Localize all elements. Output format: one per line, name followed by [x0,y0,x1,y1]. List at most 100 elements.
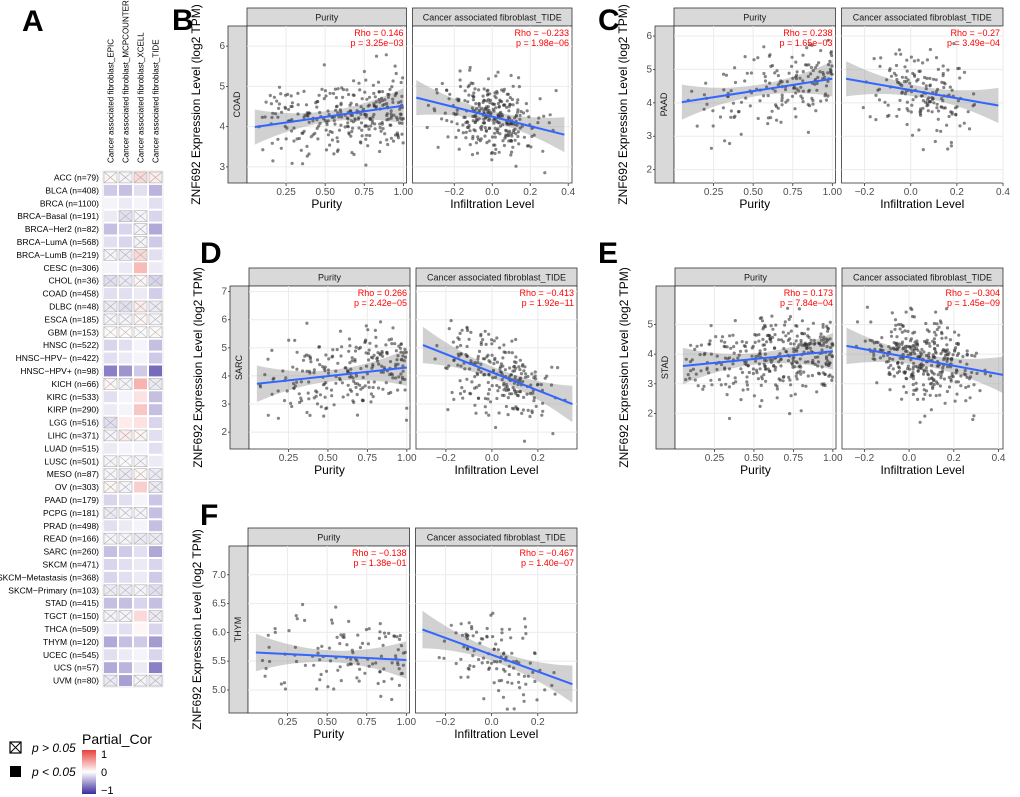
nonsignificant-cross [133,584,148,596]
data-point [339,679,343,683]
nonsignificant-cross [148,274,163,287]
data-point [473,403,477,407]
data-point [283,124,287,128]
data-point [935,128,939,133]
data-point [770,314,774,318]
data-point [776,74,781,78]
data-point [468,367,472,371]
data-point [904,310,908,314]
nonsignificant-cross [133,210,148,222]
x-axis-title: Purity [311,197,342,211]
nonsignificant-box [133,210,148,222]
data-point [970,353,974,358]
y-tick-label: 5 [219,81,225,92]
data-point [349,657,353,661]
heatmap-cell [134,262,147,274]
data-point [529,383,533,387]
data-point [305,353,309,357]
data-point [466,675,470,679]
data-point [301,162,305,166]
data-point [391,376,395,380]
data-point [532,399,536,403]
data-point [819,99,823,103]
data-point [946,147,950,151]
data-point [305,321,309,325]
data-point [312,663,316,667]
data-point [535,698,539,702]
data-point [908,351,913,355]
data-point [294,659,299,664]
data-point [305,154,309,158]
data-point [533,370,537,374]
nonsignificant-cross [133,223,148,235]
data-point [954,112,958,116]
colorbar-tick-bottom: −1 [101,785,114,797]
data-point [764,367,768,371]
data-point [826,38,830,42]
nonsignificant-box [118,300,133,313]
data-point [502,350,506,354]
data-point [801,53,805,57]
data-point [526,674,530,678]
data-point [767,369,772,373]
data-point [367,103,371,107]
data-point [811,361,815,365]
data-point [779,364,783,368]
data-point [364,628,368,632]
data-point [756,116,760,121]
heatmap-column-label: Cancer associated fibroblast_MCPCOUNTER [122,0,131,163]
nonsignificant-cross [118,507,133,519]
nonsignificant-cross [118,610,133,622]
nonsignificant-box [103,300,118,313]
data-point [900,83,904,88]
data-point [880,336,884,340]
data-point [762,45,766,49]
data-point [489,661,494,665]
data-point [745,71,749,75]
data-point [348,361,352,365]
nonsignificant-cross [118,532,133,545]
data-point [503,103,507,107]
data-point [343,366,347,370]
data-point [334,381,338,385]
data-point [384,635,388,639]
data-point [318,110,322,115]
data-point [292,126,296,130]
data-point [490,135,495,139]
data-point [743,344,748,349]
data-point [346,370,350,374]
data-point [954,380,958,384]
heatmap-cell [134,352,147,364]
data-point [971,417,975,422]
data-point [332,687,336,691]
nonsignificant-box [103,416,118,429]
data-point [550,365,554,369]
data-point [897,48,902,52]
data-point [465,326,469,330]
data-point [349,374,353,379]
data-point [528,661,532,665]
data-point [452,358,456,362]
data-point [792,86,796,90]
data-point [945,343,949,347]
legend-nonsig-cross [9,741,22,754]
heatmap-cell [134,571,147,583]
data-point [519,109,523,114]
data-point [897,107,901,111]
data-point [795,377,799,381]
data-point [289,401,293,405]
data-point [459,657,463,661]
data-point [937,325,941,329]
data-point [474,411,478,415]
heatmap-cell [149,636,162,648]
data-point [297,392,301,396]
data-point [874,118,878,122]
data-point [707,371,711,375]
data-point [496,648,500,652]
data-point [506,680,510,684]
data-point [729,109,734,113]
heatmap-cell [134,559,147,570]
data-point [512,365,516,369]
data-point [384,381,388,385]
nonsignificant-box [148,532,163,545]
